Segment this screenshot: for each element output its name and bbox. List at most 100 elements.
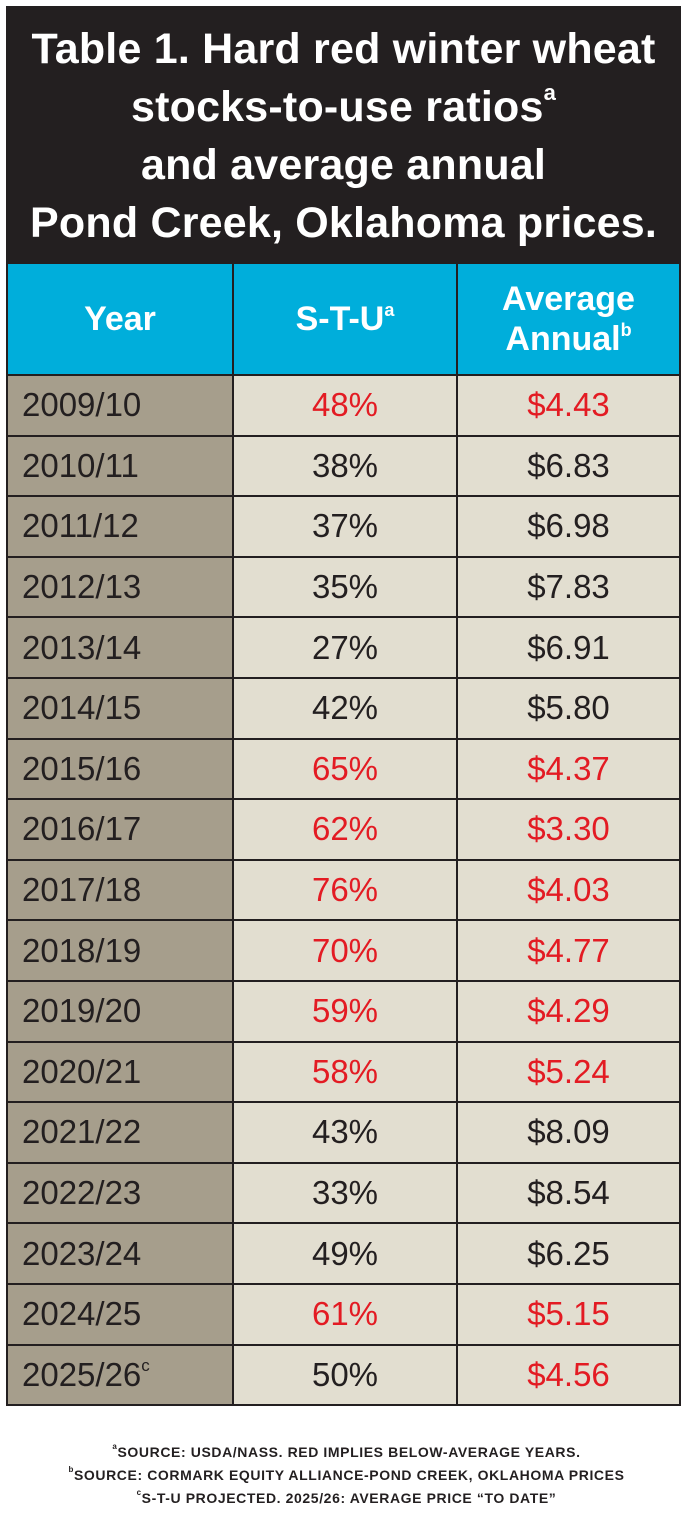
cell-year-text: 2021/22	[22, 1113, 142, 1151]
title-line-1: Table 1. Hard red winter wheat	[31, 25, 656, 73]
cell-price: $6.98	[456, 495, 679, 558]
cell-price: $5.15	[456, 1282, 679, 1346]
footnote-b-marker: b	[68, 1465, 74, 1474]
cell-year: 2015/16	[8, 737, 234, 801]
cell-year-text: 2019/20	[22, 992, 142, 1030]
table-row: 2016/17 62% $3.30	[8, 798, 679, 861]
footnote-a-text: SOURCE: USDA/NASS. RED IMPLIES BELOW-AVE…	[117, 1444, 581, 1460]
cell-year: 2012/13	[8, 555, 234, 619]
cell-year-text: 2009/10	[22, 386, 142, 424]
cell-stu: 27%	[232, 616, 458, 679]
cell-price: $4.43	[456, 374, 679, 437]
table-row: 2022/23 33% $8.54	[8, 1161, 679, 1225]
cell-stu: 48%	[232, 374, 458, 437]
cell-year-text: 2012/13	[22, 568, 142, 606]
header-average-line-2: Annualb	[458, 319, 679, 359]
cell-year: 2010/11	[8, 434, 234, 498]
cell-year: 2021/22	[8, 1101, 234, 1164]
cell-year: 2011/12	[8, 495, 234, 558]
cell-year-text: 2015/16	[22, 749, 142, 787]
cell-stu: 59%	[232, 979, 458, 1043]
title-footnote-marker: a	[543, 80, 557, 105]
cell-stu: 35%	[232, 555, 458, 619]
cell-stu: 42%	[232, 676, 458, 740]
cell-year-text: 2016/17	[22, 810, 142, 848]
cell-stu: 43%	[232, 1101, 458, 1164]
cell-price: $6.91	[456, 616, 679, 679]
cell-price: $6.83	[456, 434, 679, 498]
footnote-b: bSOURCE: CORMARK EQUITY ALLIANCE-POND CR…	[0, 1464, 693, 1487]
title-line-2-text: stocks-to-use ratios	[130, 83, 544, 131]
table-row: 2011/12 37% $6.98	[8, 495, 679, 558]
footnote-c: cS-T-U PROJECTED. 2025/26: AVERAGE PRICE…	[0, 1487, 693, 1510]
cell-year: 2017/18	[8, 858, 234, 922]
header-annual-marker: b	[620, 320, 632, 340]
header-year: Year	[8, 264, 234, 376]
table-row: 2019/20 59% $4.29	[8, 979, 679, 1043]
table-row: 2009/10 48% $4.43	[8, 374, 679, 437]
cell-year: 2024/25	[8, 1282, 234, 1346]
cell-stu: 38%	[232, 434, 458, 498]
footnotes: aSOURCE: USDA/NASS. RED IMPLIES BELOW-AV…	[0, 1441, 693, 1510]
table-row: 2017/18 76% $4.03	[8, 858, 679, 922]
cell-year-text: 2013/14	[22, 628, 142, 666]
cell-year: 2014/15	[8, 676, 234, 740]
table-row: 2015/16 65% $4.37	[8, 737, 679, 801]
cell-price: $7.83	[456, 555, 679, 619]
header-stu: S-T-Ua	[232, 264, 458, 376]
table-row: 2021/22 43% $8.09	[8, 1101, 679, 1164]
cell-stu: 58%	[232, 1040, 458, 1104]
cell-price: $6.25	[456, 1222, 679, 1285]
header-annual-label: Annual	[505, 320, 621, 358]
cell-stu: 49%	[232, 1222, 458, 1285]
cell-price: $8.09	[456, 1101, 679, 1164]
header-row: Year S-T-Ua Average Annualb	[8, 264, 679, 376]
cell-price: $5.80	[456, 676, 679, 740]
header-average-line-1: Average	[502, 280, 635, 318]
cell-year-text: 2024/25	[22, 1295, 142, 1333]
cell-stu: 65%	[232, 737, 458, 801]
cell-year: 2016/17	[8, 798, 234, 861]
table-row: 2013/14 27% $6.91	[8, 616, 679, 679]
data-table: Year S-T-Ua Average Annualb 2009/10 48% $4…	[8, 264, 679, 1405]
footnote-a: aSOURCE: USDA/NASS. RED IMPLIES BELOW-AV…	[0, 1441, 693, 1464]
cell-stu: 70%	[232, 919, 458, 982]
cell-price: $3.30	[456, 798, 679, 861]
footnote-a-marker: a	[112, 1442, 118, 1451]
cell-year: 2025/26c	[8, 1343, 234, 1405]
title-line-3: and average annual	[140, 141, 547, 189]
cell-year-text: 2011/12	[22, 507, 139, 545]
cell-price: $4.03	[456, 858, 679, 922]
cell-price: $4.37	[456, 737, 679, 801]
table-row: 2025/26c 50% $4.56	[8, 1343, 679, 1405]
cell-year: 2023/24	[8, 1222, 234, 1285]
header-average-annual: Average Annualb	[456, 264, 679, 376]
cell-year-marker: c	[141, 1355, 150, 1375]
cell-year-text: 2017/18	[22, 871, 142, 909]
table-row: 2024/25 61% $5.15	[8, 1282, 679, 1346]
title-line-4: Pond Creek, Oklahoma prices.	[30, 199, 657, 247]
footnote-c-marker: c	[136, 1488, 142, 1497]
table-row: 2023/24 49% $6.25	[8, 1222, 679, 1285]
footnote-c-text: S-T-U PROJECTED. 2025/26: AVERAGE PRICE …	[141, 1490, 557, 1506]
table-row: 2020/21 58% $5.24	[8, 1040, 679, 1104]
cell-year-text: 2010/11	[22, 446, 139, 484]
table-row: 2012/13 35% $7.83	[8, 555, 679, 619]
title-line-2: stocks-to-use ratiosa	[131, 78, 556, 136]
cell-year: 2013/14	[8, 616, 234, 679]
cell-stu: 37%	[232, 495, 458, 558]
cell-year: 2009/10	[8, 374, 234, 437]
cell-stu: 61%	[232, 1282, 458, 1346]
cell-price: $4.56	[456, 1343, 679, 1405]
cell-year-text: 2025/26	[22, 1355, 142, 1393]
cell-year-text: 2023/24	[22, 1234, 142, 1272]
cell-price: $8.54	[456, 1161, 679, 1225]
cell-year-text: 2018/19	[22, 931, 142, 969]
cell-year-text: 2014/15	[22, 689, 142, 727]
table-row: 2010/11 38% $6.83	[8, 434, 679, 498]
cell-stu: 33%	[232, 1161, 458, 1225]
cell-price: $4.29	[456, 979, 679, 1043]
cell-year: 2022/23	[8, 1161, 234, 1225]
cell-stu: 62%	[232, 798, 458, 861]
cell-year: 2019/20	[8, 979, 234, 1043]
